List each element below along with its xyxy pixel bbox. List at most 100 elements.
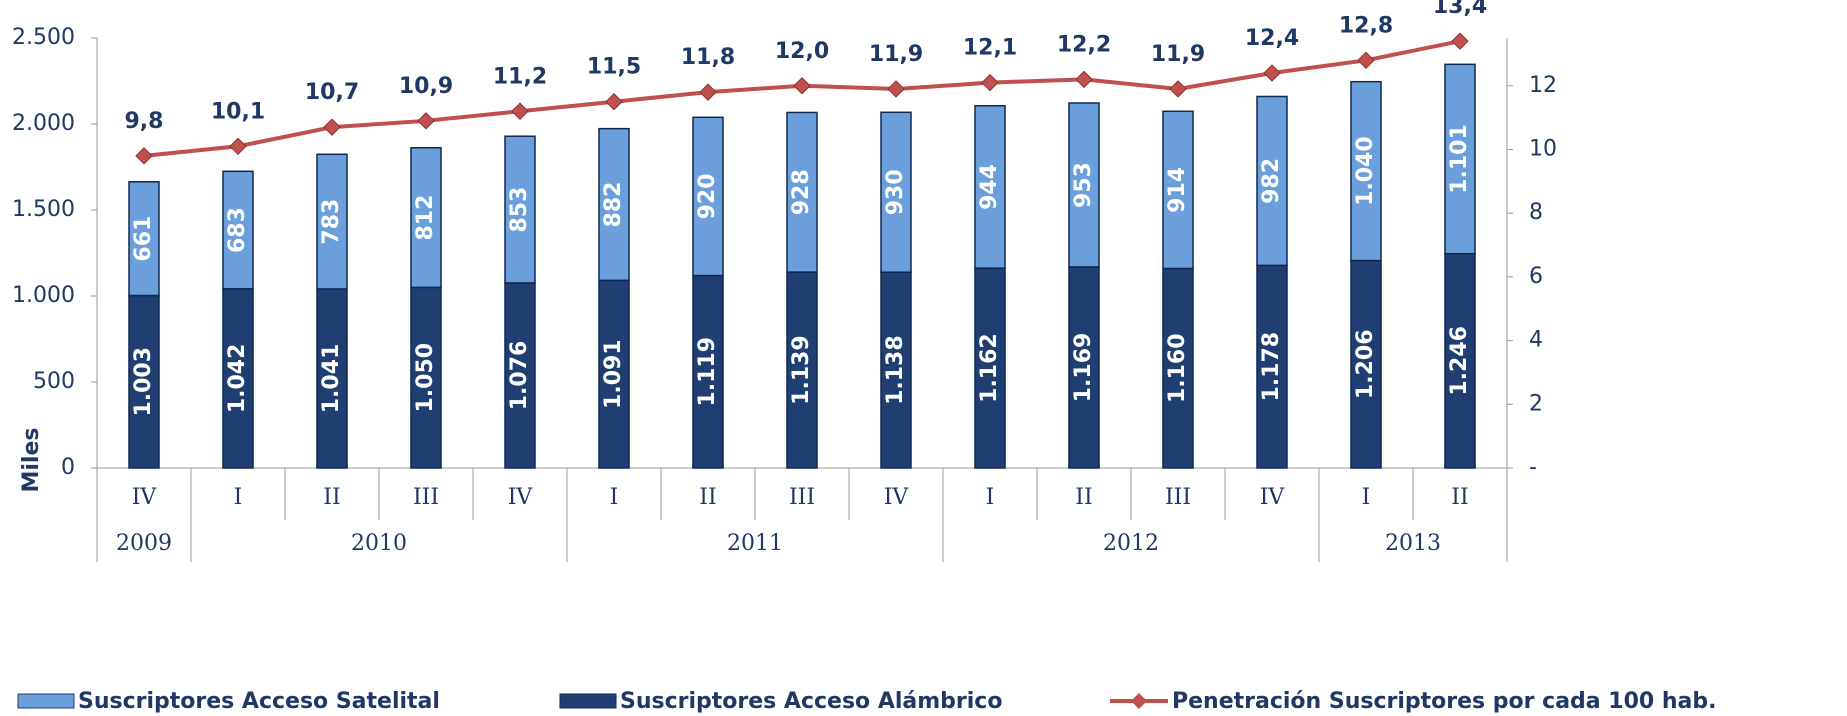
bar-value-label: 1.119 — [695, 337, 720, 407]
bar — [410, 146, 442, 289]
y2-tick-label: 10 — [1529, 136, 1557, 161]
bar-value-label: 853 — [507, 187, 532, 233]
line-value-label: 11,8 — [681, 45, 735, 70]
line-value-label: 11,9 — [869, 42, 923, 67]
bar-value-label: 1.160 — [1165, 333, 1190, 403]
line-marker — [699, 83, 717, 101]
y-tick-label: 2.000 — [12, 111, 75, 136]
bar-value-label: 1.206 — [1353, 329, 1378, 399]
bar — [974, 267, 1006, 469]
x-tick-label: III — [413, 485, 439, 510]
bar — [1162, 110, 1194, 270]
x-tick-label: IV — [1260, 485, 1286, 510]
line-value-label: 12,1 — [963, 36, 1017, 61]
bar-value-label: 920 — [695, 173, 720, 219]
bar-value-label: 783 — [319, 199, 344, 245]
y-tick-label: 0 — [61, 455, 75, 480]
bar — [692, 274, 724, 469]
bar — [786, 111, 818, 273]
y2-tick-label: 4 — [1529, 328, 1543, 353]
line-marker — [981, 73, 999, 92]
bar — [1256, 95, 1288, 267]
bar — [222, 170, 254, 290]
bar — [1068, 102, 1100, 268]
bar-value-label: 1.042 — [225, 344, 250, 414]
bar-value-label: 1.040 — [1353, 136, 1378, 206]
line-marker — [511, 102, 529, 120]
bar — [1444, 63, 1476, 255]
line-value-label: 12,2 — [1057, 32, 1111, 57]
bar-value-label: 1.076 — [507, 341, 532, 411]
y2-tick-label: 8 — [1529, 200, 1543, 225]
x-tick-label: I — [610, 485, 619, 510]
y-tick-label: 2.500 — [12, 25, 75, 50]
line-value-label: 10,9 — [399, 74, 453, 99]
line-value-label: 12,4 — [1245, 26, 1299, 51]
line-value-label: 11,5 — [587, 55, 641, 80]
y2-tick-label: 12 — [1529, 73, 1557, 98]
bar — [974, 105, 1006, 269]
line-marker — [323, 118, 341, 136]
line-marker — [887, 80, 905, 98]
bar-value-label: 953 — [1071, 162, 1096, 208]
y-tick-label: 500 — [33, 369, 75, 394]
bar — [1350, 259, 1382, 469]
line-marker — [1169, 80, 1187, 98]
group-label: 2010 — [351, 531, 407, 556]
bar-value-label: 928 — [789, 169, 814, 215]
bar-value-label: 1.041 — [319, 344, 344, 414]
line-value-label: 12,0 — [775, 39, 829, 64]
bar-value-label: 1.091 — [601, 339, 626, 409]
bar — [1162, 267, 1194, 469]
bar-value-label: 1.138 — [883, 335, 908, 405]
bar-value-label: 1.178 — [1259, 332, 1284, 402]
group-label: 2009 — [116, 531, 172, 556]
y2-tick-label: 6 — [1529, 264, 1543, 289]
line-value-label: 12,8 — [1339, 13, 1393, 38]
bar — [504, 135, 536, 284]
x-tick-label: II — [699, 485, 716, 510]
y-tick-label: 1.500 — [12, 197, 75, 222]
bar — [1350, 80, 1382, 262]
legend-swatch — [17, 693, 75, 709]
group-label: 2013 — [1385, 531, 1441, 556]
legend: Suscriptores Acceso Satelital Suscriptor… — [17, 689, 1717, 714]
y-tick-label: 1.000 — [12, 283, 75, 308]
bar-value-label: 683 — [225, 207, 250, 253]
group-label: 2012 — [1103, 531, 1159, 556]
y2-tick-label: 2 — [1529, 391, 1543, 416]
bar-value-label: 914 — [1165, 167, 1190, 213]
line-marker — [1263, 64, 1281, 82]
bar-value-label: 1.050 — [413, 343, 438, 413]
x-tick-label: I — [234, 485, 243, 510]
bar-value-label: 812 — [413, 195, 438, 241]
bar — [692, 116, 724, 277]
line-value-label: 9,8 — [125, 109, 164, 134]
x-tick-label: I — [986, 485, 995, 510]
bar-value-label: 1.169 — [1071, 333, 1096, 403]
x-tick-label: IV — [884, 485, 910, 510]
line-marker — [229, 137, 247, 156]
x-tick-label: II — [1451, 485, 1468, 510]
line-marker — [417, 112, 435, 130]
bar — [410, 286, 442, 469]
line-value-label: 10,1 — [211, 99, 265, 124]
line-marker — [1075, 70, 1093, 89]
legend-label: Suscriptores Acceso Satelital — [78, 689, 440, 714]
line-value-label: 13,4 — [1433, 0, 1487, 19]
bar — [598, 279, 630, 469]
bar — [1256, 264, 1288, 469]
x-tick-label: IV — [508, 485, 534, 510]
bar-value-label: 982 — [1259, 158, 1284, 204]
x-tick-label: II — [323, 485, 340, 510]
bar-value-label: 882 — [601, 182, 626, 228]
group-label: 2011 — [727, 531, 783, 556]
bar-value-label: 1.101 — [1447, 124, 1472, 194]
bar-value-label: 1.246 — [1447, 326, 1472, 396]
x-tick-label: IV — [132, 485, 158, 510]
line-value-label: 11,2 — [493, 64, 547, 89]
line-value-label: 10,7 — [305, 80, 359, 105]
legend-swatch — [1131, 693, 1147, 709]
line-marker — [1357, 51, 1375, 70]
bar — [880, 271, 912, 469]
